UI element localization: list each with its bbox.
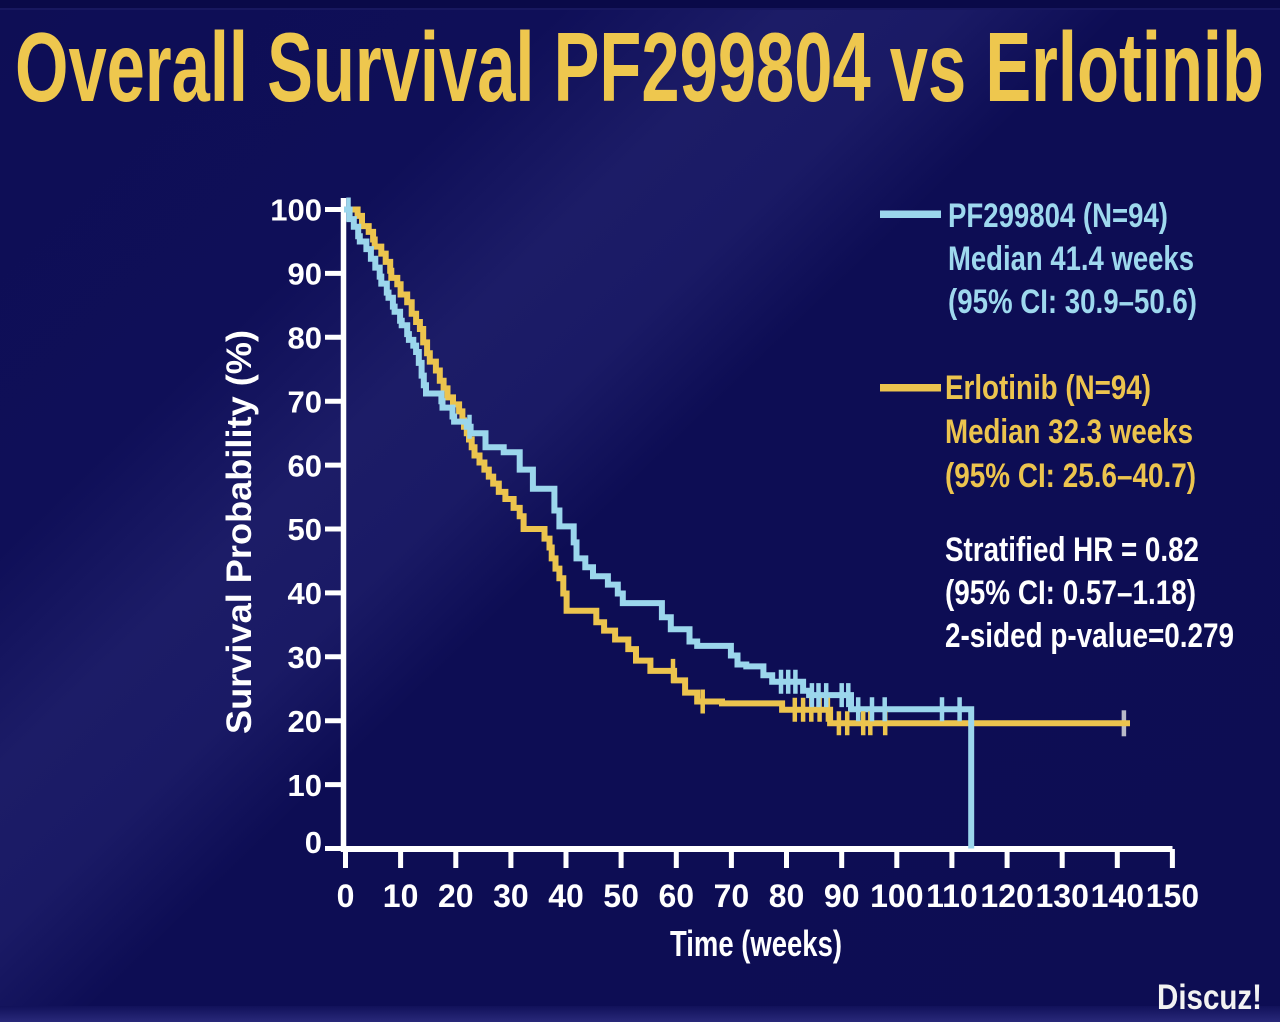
svg-text:20: 20 [438, 878, 474, 914]
svg-text:10: 10 [383, 878, 419, 914]
svg-text:80: 80 [769, 878, 805, 914]
svg-text:130: 130 [1036, 878, 1089, 914]
svg-text:(95% CI: 0.57–1.18): (95% CI: 0.57–1.18) [945, 574, 1196, 612]
svg-text:60: 60 [288, 448, 322, 483]
svg-text:10: 10 [288, 768, 322, 803]
svg-text:Stratified HR = 0.82: Stratified HR = 0.82 [945, 531, 1199, 569]
svg-text:2-sided p-value=0.279: 2-sided p-value=0.279 [945, 617, 1234, 655]
svg-text:50: 50 [288, 512, 322, 547]
svg-text:Median 41.4 weeks: Median 41.4 weeks [948, 240, 1194, 278]
svg-text:60: 60 [659, 878, 695, 914]
svg-text:40: 40 [288, 576, 322, 611]
svg-text:Survival Probability (%): Survival Probability (%) [220, 330, 259, 734]
svg-text:Discuz!: Discuz! [1157, 978, 1262, 1017]
svg-text:(95% CI: 30.9–50.6): (95% CI: 30.9–50.6) [948, 283, 1197, 321]
svg-text:Time (weeks): Time (weeks) [670, 923, 842, 964]
svg-text:100: 100 [270, 193, 322, 228]
svg-text:40: 40 [548, 878, 584, 914]
svg-text:90: 90 [824, 878, 860, 914]
svg-text:110: 110 [926, 878, 978, 914]
svg-text:70: 70 [288, 384, 322, 419]
svg-text:(95% CI: 25.6–40.7): (95% CI: 25.6–40.7) [945, 457, 1196, 495]
svg-text:0: 0 [337, 878, 355, 914]
svg-text:150: 150 [1146, 878, 1199, 914]
svg-text:Overall Survival PF299804 vs E: Overall Survival PF299804 vs Erlotinib [15, 12, 1264, 122]
svg-text:140: 140 [1091, 878, 1144, 914]
svg-text:70: 70 [714, 878, 750, 914]
svg-text:90: 90 [288, 257, 322, 292]
svg-text:120: 120 [980, 878, 1033, 914]
svg-text:30: 30 [493, 878, 529, 914]
svg-text:50: 50 [603, 878, 639, 914]
svg-text:80: 80 [288, 321, 322, 356]
svg-text:Median 32.3 weeks: Median 32.3 weeks [945, 413, 1193, 451]
svg-text:30: 30 [288, 640, 322, 675]
svg-text:PF299804 (N=94): PF299804 (N=94) [948, 197, 1168, 235]
svg-text:100: 100 [870, 878, 923, 914]
svg-text:Erlotinib (N=94): Erlotinib (N=94) [945, 369, 1151, 407]
svg-text:20: 20 [288, 704, 322, 739]
svg-text:0: 0 [305, 825, 322, 860]
